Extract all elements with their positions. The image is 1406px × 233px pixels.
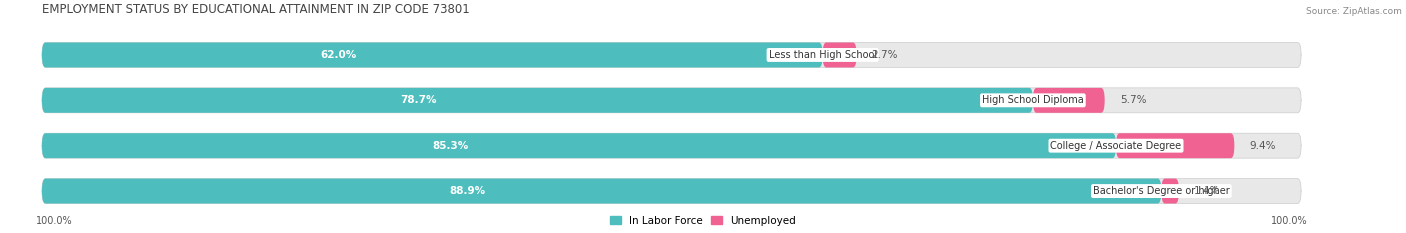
Text: Less than High School: Less than High School (769, 50, 877, 60)
Text: 62.0%: 62.0% (321, 50, 357, 60)
Text: High School Diploma: High School Diploma (981, 95, 1084, 105)
FancyBboxPatch shape (42, 133, 1301, 158)
Text: Bachelor's Degree or higher: Bachelor's Degree or higher (1092, 186, 1230, 196)
Text: 88.9%: 88.9% (450, 186, 485, 196)
FancyBboxPatch shape (1033, 88, 1105, 113)
FancyBboxPatch shape (42, 178, 1161, 203)
Text: EMPLOYMENT STATUS BY EDUCATIONAL ATTAINMENT IN ZIP CODE 73801: EMPLOYMENT STATUS BY EDUCATIONAL ATTAINM… (42, 3, 470, 16)
FancyBboxPatch shape (42, 178, 1301, 203)
FancyBboxPatch shape (42, 42, 1301, 67)
FancyBboxPatch shape (42, 88, 1033, 113)
Legend: In Labor Force, Unemployed: In Labor Force, Unemployed (606, 212, 800, 230)
Text: 2.7%: 2.7% (872, 50, 898, 60)
Text: 5.7%: 5.7% (1119, 95, 1146, 105)
Text: 9.4%: 9.4% (1250, 141, 1277, 151)
Text: 100.0%: 100.0% (1271, 216, 1308, 226)
Text: 1.4%: 1.4% (1194, 186, 1220, 196)
FancyBboxPatch shape (1161, 178, 1180, 203)
Text: College / Associate Degree: College / Associate Degree (1050, 141, 1181, 151)
Text: 100.0%: 100.0% (35, 216, 72, 226)
Text: 85.3%: 85.3% (432, 141, 468, 151)
FancyBboxPatch shape (42, 88, 1301, 113)
FancyBboxPatch shape (42, 42, 823, 67)
Text: Source: ZipAtlas.com: Source: ZipAtlas.com (1306, 7, 1402, 16)
FancyBboxPatch shape (823, 42, 856, 67)
FancyBboxPatch shape (42, 133, 1116, 158)
Text: 78.7%: 78.7% (401, 95, 437, 105)
FancyBboxPatch shape (1116, 133, 1234, 158)
